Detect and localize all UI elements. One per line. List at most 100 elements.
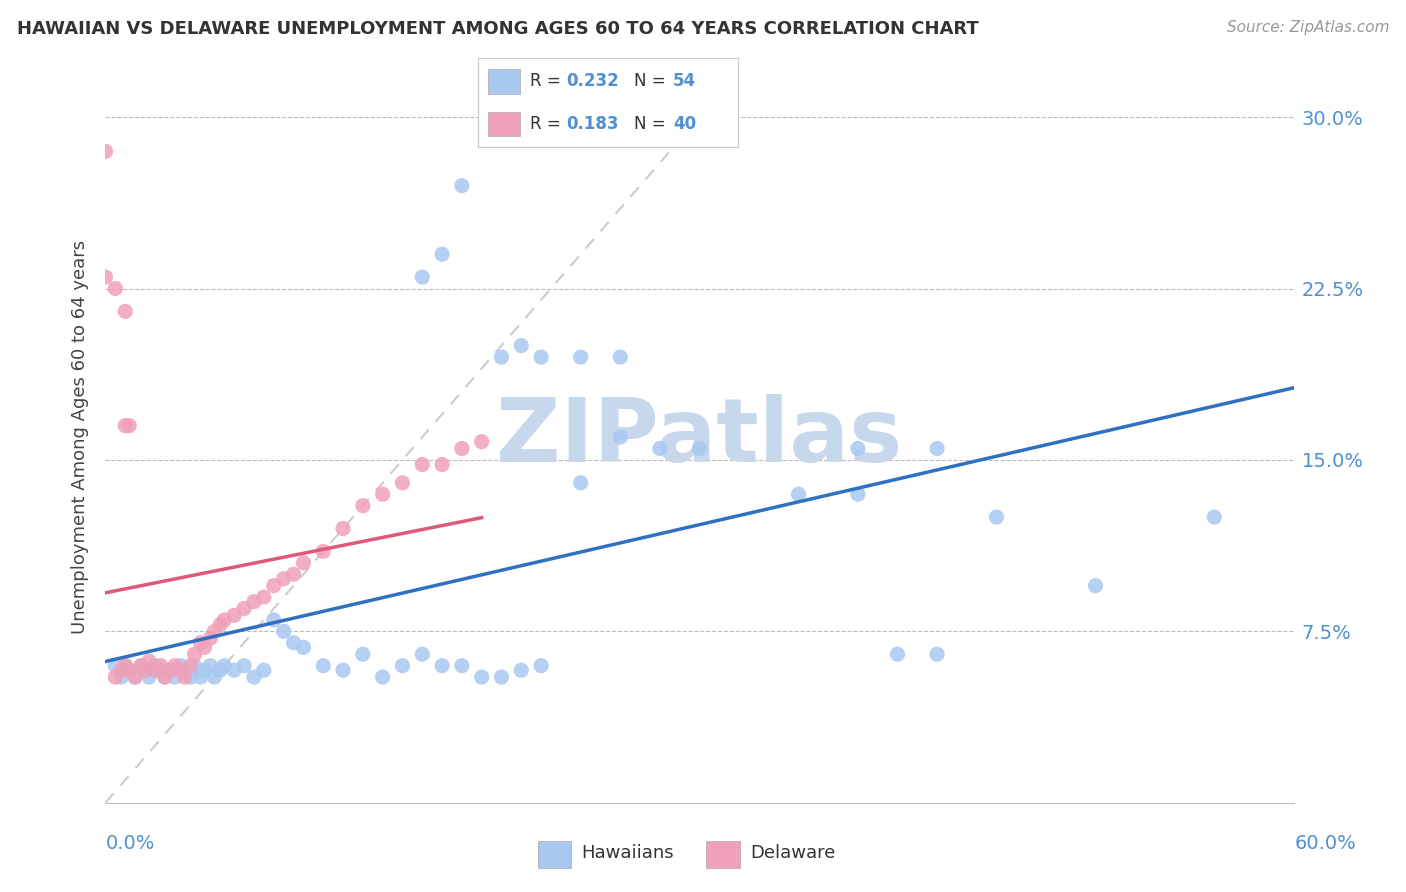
Point [134,663,156,677]
Point [233,601,256,615]
Point [352,499,374,513]
Text: R =: R = [530,115,567,133]
Point [224,663,246,677]
Point [118,418,141,433]
Point [118,663,141,677]
Point [411,458,433,472]
Point [411,270,433,285]
Point [787,487,810,501]
Point [190,636,212,650]
Point [214,613,236,627]
FancyBboxPatch shape [537,841,571,868]
Point [202,624,225,639]
Text: ZIPatlas: ZIPatlas [496,393,903,481]
Point [159,663,181,677]
Text: Source: ZipAtlas.com: Source: ZipAtlas.com [1226,20,1389,35]
Point [202,670,225,684]
Point [530,350,553,364]
Point [391,658,413,673]
Text: N =: N = [634,72,671,90]
Point [253,590,276,604]
Point [173,663,195,677]
Point [273,572,295,586]
Text: HAWAIIAN VS DELAWARE UNEMPLOYMENT AMONG AGES 60 TO 64 YEARS CORRELATION CHART: HAWAIIAN VS DELAWARE UNEMPLOYMENT AMONG … [17,20,979,37]
Point [129,658,152,673]
Point [170,663,193,677]
Point [110,663,132,677]
Point [609,350,631,364]
Point [430,458,453,472]
Point [1084,579,1107,593]
Point [153,670,176,684]
Point [180,658,202,673]
Point [569,350,592,364]
Point [159,663,181,677]
Point [312,544,335,558]
Point [263,613,285,627]
Point [138,670,160,684]
Point [183,647,205,661]
Point [491,670,513,684]
Point [273,624,295,639]
Point [170,658,193,673]
Point [243,595,266,609]
Point [104,281,127,295]
Point [689,442,711,456]
Point [104,658,127,673]
Point [163,658,186,673]
Point [569,475,592,490]
Point [292,640,315,655]
Point [173,670,195,684]
Text: 0.232: 0.232 [567,72,619,90]
Point [149,663,172,677]
Point [110,670,132,684]
Point [114,658,136,673]
Point [183,658,205,673]
Text: 0.183: 0.183 [567,115,619,133]
Point [163,670,186,684]
Point [986,510,1008,524]
Point [648,442,671,456]
Point [371,487,394,501]
Point [332,521,354,535]
Point [149,658,172,673]
Point [352,647,374,661]
Point [510,338,533,352]
Point [153,670,176,684]
Point [450,178,472,193]
Point [190,670,212,684]
Point [114,658,136,673]
Point [94,145,117,159]
Point [233,658,256,673]
Point [124,670,146,684]
Point [312,658,335,673]
Point [450,658,472,673]
Point [134,663,156,677]
Point [224,608,246,623]
Text: N =: N = [634,115,671,133]
Text: 54: 54 [673,72,696,90]
Point [138,654,160,668]
Point [243,670,266,684]
FancyBboxPatch shape [706,841,740,868]
Point [263,579,285,593]
Point [925,442,948,456]
Point [114,418,136,433]
Text: 40: 40 [673,115,696,133]
Point [143,658,166,673]
Point [332,663,354,677]
Point [283,636,305,650]
Point [846,442,869,456]
Point [430,658,453,673]
Text: 60.0%: 60.0% [1295,834,1357,853]
Point [491,350,513,364]
Point [846,487,869,501]
Point [371,670,394,684]
Point [214,658,236,673]
Point [925,647,948,661]
Point [209,663,232,677]
Point [530,658,553,673]
Point [283,567,305,582]
Point [200,632,222,646]
Point [209,617,232,632]
